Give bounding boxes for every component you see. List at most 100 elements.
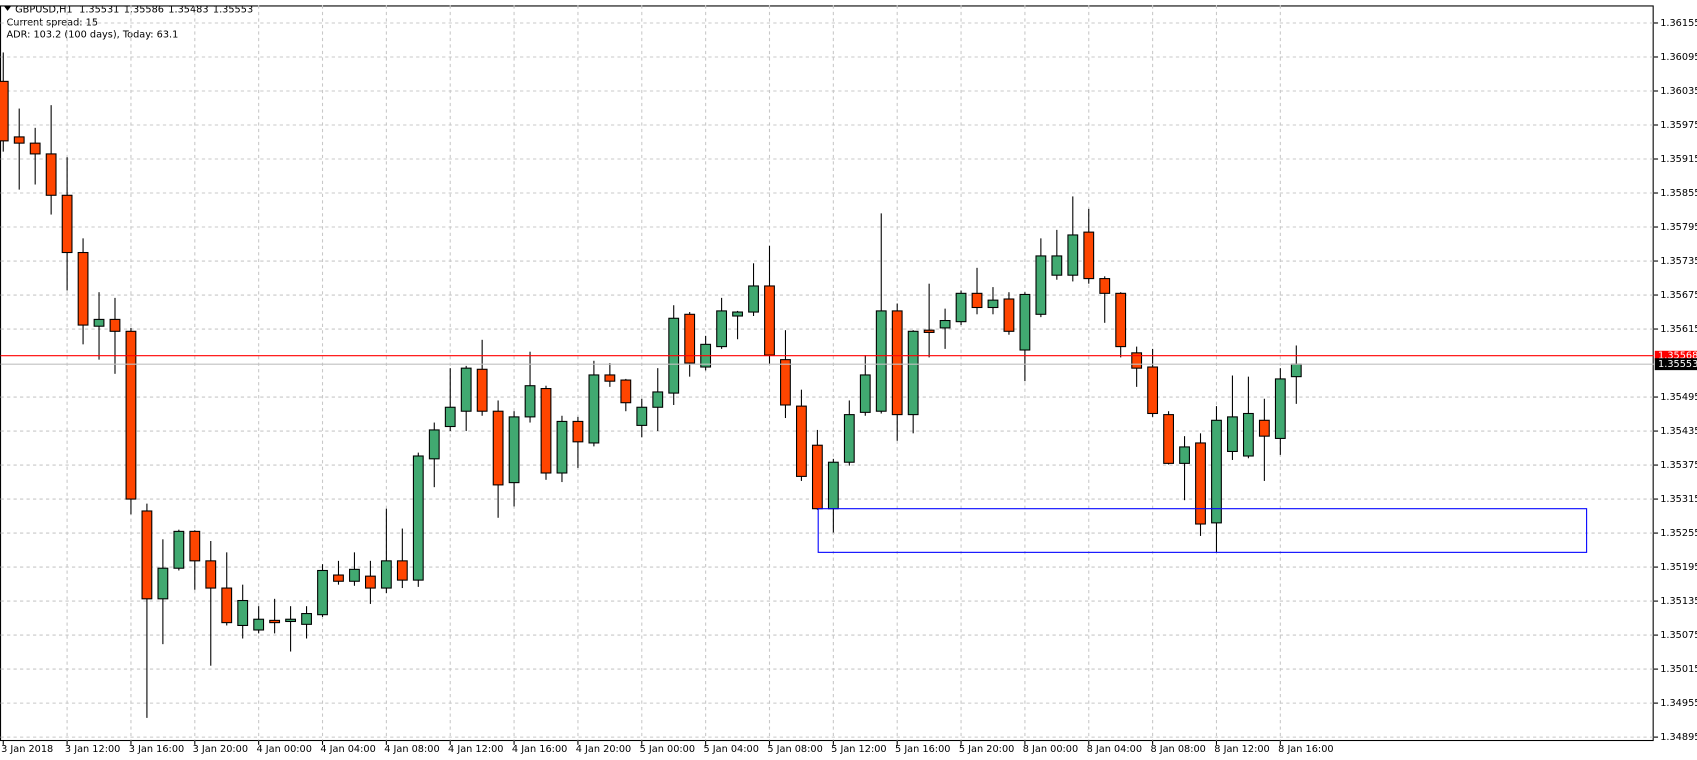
candle-body: [428, 429, 440, 460]
candle-body: [492, 410, 504, 486]
y-tick-label: 1.35315: [1660, 494, 1697, 505]
candle-body: [77, 251, 89, 326]
header: GBPUSD,H1 1.35531 1.35586 1.35483 1.35553: [15, 5, 253, 16]
y-tick-label: 1.35255: [1660, 528, 1697, 539]
candle-body: [317, 569, 328, 616]
header-low: 1.35483: [168, 5, 208, 16]
candle-body: [1290, 363, 1302, 378]
x-tick-label: 3 Jan 2018: [1, 744, 53, 755]
x-tick-label: 5 Jan 08:00: [767, 744, 822, 755]
x-tick-label: 3 Jan 20:00: [193, 744, 248, 755]
candle-body: [1147, 366, 1159, 415]
candle-body: [460, 367, 472, 412]
candle-body: [1131, 352, 1143, 369]
y-tick-label: 1.35435: [1660, 426, 1697, 437]
candle-body: [780, 359, 791, 406]
candle-body: [955, 292, 967, 323]
candle-body: [796, 405, 807, 477]
y-tick-label: 1.36035: [1660, 86, 1697, 97]
x-tick-label: 8 Jan 08:00: [1150, 744, 1205, 755]
x-tick-label: 5 Jan 20:00: [959, 744, 1014, 755]
candle-body: [1274, 378, 1286, 439]
candle-body: [732, 311, 743, 317]
candle-body: [221, 587, 233, 624]
x-tick-label: 5 Jan 04:00: [703, 744, 758, 755]
candle-body: [269, 619, 281, 624]
candle-body: [1067, 234, 1079, 276]
candle-body: [109, 318, 121, 332]
x-tick-label: 4 Jan 20:00: [576, 744, 631, 755]
header-close: 1.35553: [213, 5, 253, 16]
candle-body: [380, 560, 392, 589]
candle-body: [1163, 414, 1174, 464]
candle-body: [636, 406, 648, 426]
ask-label-box: [1654, 350, 1697, 361]
candle-body: [173, 530, 185, 569]
candle-body: [1051, 255, 1063, 276]
candle-body: [349, 568, 360, 582]
candle-body: [716, 310, 728, 348]
x-tick-label: 3 Jan 12:00: [65, 744, 120, 755]
candle-body: [891, 310, 903, 416]
y-tick-label: 1.35135: [1660, 596, 1697, 607]
x-tick-label: 4 Jan 16:00: [512, 744, 567, 755]
candle-body: [285, 618, 297, 623]
candle-body: [1211, 419, 1222, 524]
candle-body: [1083, 231, 1095, 280]
candle-body: [1179, 446, 1190, 464]
candle-body: [444, 406, 456, 428]
candle-body: [540, 388, 552, 474]
y-tick-label: 1.35495: [1660, 392, 1697, 403]
y-tick-label: 1.35735: [1660, 256, 1697, 267]
y-tick-label: 1.35675: [1660, 290, 1697, 301]
candle-body: [61, 194, 73, 254]
candle-body: [1115, 292, 1127, 348]
candle-body: [396, 560, 408, 581]
candle-body: [0, 80, 9, 142]
candle-body: [333, 574, 344, 582]
candle-body: [1003, 298, 1015, 332]
candle-body: [1019, 293, 1031, 351]
candle-body: [939, 319, 951, 329]
candle-body: [875, 310, 887, 412]
candle-body: [412, 455, 424, 581]
header-high: 1.35586: [124, 5, 164, 16]
y-tick-label: 1.35915: [1660, 154, 1697, 165]
y-tick-label: 1.35855: [1660, 188, 1697, 199]
candle-body: [971, 292, 983, 309]
adr-info: ADR: 103.2 (100 days), Today: 63.1: [6, 30, 178, 41]
x-tick-label: 4 Jan 00:00: [256, 744, 311, 755]
y-tick-label: 1.35015: [1660, 664, 1697, 675]
candle-body: [93, 318, 105, 327]
candle-body: [907, 330, 919, 416]
candle-body: [1227, 416, 1238, 453]
candle-body: [1258, 419, 1270, 437]
x-tick-label: 3 Jan 16:00: [129, 744, 184, 755]
candle-body: [476, 368, 488, 412]
candle-body: [301, 613, 312, 625]
y-tick-label: 1.34895: [1660, 732, 1697, 743]
y-tick-label: 1.36155: [1660, 18, 1697, 29]
candle-body: [1035, 255, 1047, 315]
candle-body: [1242, 412, 1254, 457]
candle-body: [764, 285, 775, 356]
candle-body: [843, 414, 855, 463]
candle-body: [1195, 442, 1206, 525]
candle-body: [556, 420, 568, 474]
candle-body: [125, 330, 137, 500]
bid-label: 1.35553: [1658, 359, 1697, 370]
plot-frame: [0, 5, 1654, 742]
y-tick-label: 1.35615: [1660, 324, 1697, 335]
candle-body: [13, 136, 25, 144]
zone-rectangle: [817, 508, 1588, 553]
candle-body: [189, 530, 201, 562]
x-tick-label: 4 Jan 08:00: [384, 744, 439, 755]
candle-body: [620, 379, 632, 404]
candle-body: [253, 618, 265, 631]
candle-body: [364, 575, 376, 589]
x-tick-label: 5 Jan 16:00: [895, 744, 950, 755]
bid-label-box: [1654, 358, 1697, 371]
candle-body: [45, 153, 57, 196]
